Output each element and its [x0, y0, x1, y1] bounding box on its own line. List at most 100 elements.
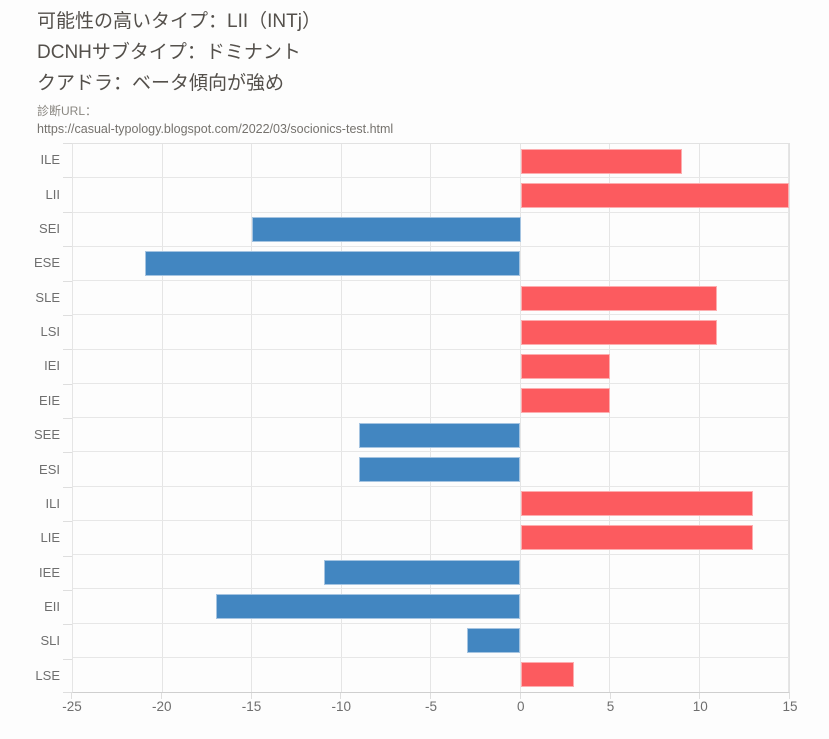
y-axis-tick [63, 281, 72, 282]
row-separator [73, 588, 789, 590]
bar-eie [520, 388, 610, 414]
y-axis-label: SEE [33, 427, 60, 443]
dcnh-subtype-text: DCNHサブタイプ：ドミナント [37, 42, 301, 63]
x-axis-tick [430, 693, 431, 699]
diagnosis-url-label: 診断URL： [37, 104, 98, 118]
bar-lsi [520, 319, 718, 345]
quadra-text: クアドラ：ベータ傾向が強め [37, 73, 285, 94]
bar-sei [252, 217, 521, 243]
row-separator [73, 382, 789, 384]
y-axis-tick [63, 349, 72, 350]
bar-ile [520, 148, 682, 174]
plot-area [72, 143, 790, 693]
row-separator [73, 280, 789, 281]
y-axis-label: ESI [39, 461, 60, 477]
row-separator [73, 451, 789, 453]
y-axis-tick [63, 624, 72, 625]
y-axis-tick [63, 246, 72, 247]
row-separator [73, 211, 789, 213]
x-axis-tick-label: 0 [516, 699, 525, 714]
y-axis-label: IEE [39, 564, 60, 580]
bar-eii [216, 593, 521, 619]
x-gridline [609, 144, 610, 692]
bar-lse [520, 662, 575, 688]
x-axis-tick-label: -20 [151, 699, 172, 714]
row-separator [73, 177, 789, 179]
y-axis-tick [63, 315, 72, 316]
y-axis-label: LSI [40, 324, 60, 340]
x-axis-tick-label: -5 [424, 699, 437, 714]
bar-see [359, 422, 521, 448]
y-axis-tick [63, 452, 72, 453]
x-axis-tick [160, 693, 162, 699]
bar-iee [323, 559, 521, 585]
row-separator [73, 348, 789, 350]
y-axis-tick [63, 212, 72, 213]
x-gridline [340, 144, 342, 692]
bar-ese [144, 251, 521, 277]
row-separator [73, 314, 789, 316]
bar-iei [520, 354, 610, 380]
y-axis-label: IEI [44, 358, 60, 374]
y-axis-tick [63, 487, 72, 488]
bar-lie [520, 525, 754, 551]
x-axis-tick [699, 693, 701, 699]
row-separator [73, 245, 789, 247]
y-axis-label: ILI [45, 495, 60, 511]
x-axis-tick-label: 5 [606, 699, 615, 714]
y-axis-label: SLI [40, 633, 60, 649]
y-axis-tick [63, 418, 72, 419]
x-axis-tick-label: 10 [692, 699, 708, 714]
y-axis-tick [63, 177, 72, 178]
x-axis-tick-label: -10 [331, 699, 351, 714]
row-separator [73, 417, 789, 418]
y-axis-label: LSE [35, 667, 60, 683]
y-axis-tick [63, 384, 72, 385]
row-separator [73, 622, 789, 624]
x-axis-tick-label: -25 [62, 699, 82, 714]
y-axis-tick [63, 556, 72, 557]
y-axis-label: LIE [40, 530, 60, 546]
x-gridline [72, 144, 73, 692]
y-axis-tick [63, 521, 72, 522]
x-gridline [161, 144, 163, 692]
x-gridline [519, 144, 521, 692]
y-axis-label: LII [45, 186, 60, 202]
y-axis-tick [63, 659, 72, 660]
y-axis-label: SEI [39, 220, 60, 236]
x-gridline [698, 144, 700, 692]
bar-ili [520, 491, 754, 517]
x-gridline [430, 144, 431, 692]
y-axis-label: SLE [35, 289, 60, 305]
likely-type-text: 可能性の高いタイプ：LII（INTj） [37, 11, 321, 32]
x-axis-labels: -25 -20 -15 -10 -5 0 5 10 15 [62, 699, 797, 717]
y-axis-tick [63, 692, 72, 693]
y-axis-label: EIE [39, 392, 60, 408]
y-axis-tick [63, 143, 72, 144]
bar-esi [359, 456, 521, 482]
x-axis-tick [340, 693, 342, 699]
x-axis-tick [609, 693, 611, 699]
x-axis-tick-label: 15 [782, 699, 798, 714]
x-gridline [251, 144, 252, 692]
row-separator [73, 554, 789, 555]
row-separator [73, 519, 789, 521]
bar-sli [466, 628, 521, 654]
x-axis-tick [519, 693, 521, 699]
row-separator [73, 656, 789, 658]
x-gridline [788, 144, 789, 692]
bar-lii [520, 182, 789, 208]
result-header: 可能性の高いタイプ：LII（INTj） DCNHサブタイプ：ドミナント クアドラ… [37, 6, 809, 139]
y-axis-label: EII [44, 599, 60, 615]
y-axis-tick [63, 590, 72, 591]
x-axis-tick [250, 693, 252, 699]
y-axis-label: ESE [33, 255, 60, 271]
x-axis-tick [789, 693, 790, 699]
x-axis-tick-label: -15 [241, 699, 262, 714]
x-axis-tick [71, 693, 72, 699]
bar-sle [520, 285, 718, 311]
y-axis-labels: ILE LII SEI ESE SLE LSI IEI EIE SEE ESI ILI LIE IEE E… [0, 143, 60, 693]
diagnosis-url-value: https://casual-typology.blogspot.com/202… [37, 122, 394, 136]
y-axis-label: ILE [40, 152, 60, 168]
